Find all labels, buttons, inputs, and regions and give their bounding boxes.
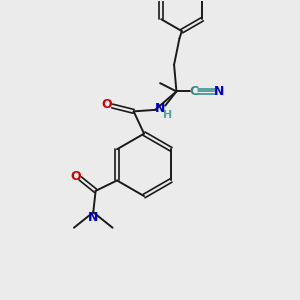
Text: O: O <box>102 98 112 111</box>
Text: O: O <box>70 169 81 182</box>
Text: N: N <box>154 102 165 115</box>
Text: C: C <box>190 85 199 98</box>
Text: N: N <box>88 211 98 224</box>
Text: H: H <box>163 110 172 120</box>
Text: N: N <box>214 85 224 98</box>
